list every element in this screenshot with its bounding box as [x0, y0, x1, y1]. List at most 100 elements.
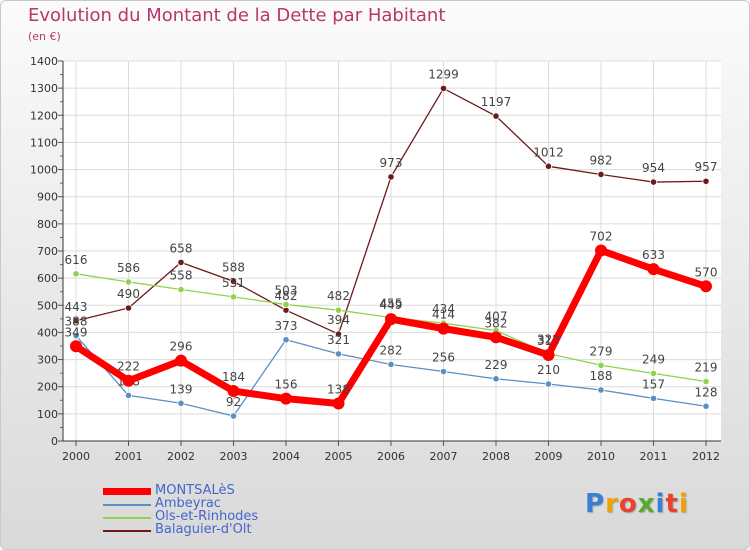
- data-label-montsal-s: 702: [590, 229, 613, 243]
- data-label-balaguier-d-olt: 954: [642, 161, 665, 175]
- data-label-ambeyrac: 229: [485, 358, 508, 372]
- data-point-ambeyrac: [334, 350, 343, 358]
- data-label-ambeyrac: 282: [380, 343, 403, 357]
- data-label-balaguier-d-olt: 1197: [481, 95, 512, 109]
- data-point-montsal-s: [70, 340, 82, 353]
- y-tick-label: 100: [37, 408, 58, 421]
- data-point-balaguier-d-olt: [649, 178, 658, 186]
- y-tick-label: 1200: [30, 109, 58, 122]
- data-point-montsal-s: [542, 348, 555, 361]
- data-label-ols-et-rinhodes: 279: [590, 344, 613, 358]
- x-tick-label: 2003: [220, 450, 248, 463]
- y-tick-label: 300: [37, 354, 58, 367]
- data-point-balaguier-d-olt: [597, 170, 605, 179]
- legend-label: MONTSALèS: [155, 483, 235, 498]
- data-point-montsal-s: [490, 331, 502, 344]
- y-tick-label: 700: [37, 245, 58, 258]
- data-point-balaguier-d-olt: [492, 112, 500, 120]
- data-label-montsal-s: 570: [695, 265, 718, 279]
- x-tick-label: 2010: [587, 450, 615, 463]
- legend-label: Ols-et-Rinhodes: [155, 509, 259, 524]
- data-label-balaguier-d-olt: 394: [327, 313, 350, 327]
- data-label-ols-et-rinhodes: 503: [275, 283, 298, 297]
- data-point-montsal-s: [437, 322, 450, 335]
- y-tick-label: 400: [37, 326, 58, 339]
- x-tick-label: 2001: [115, 450, 143, 463]
- data-label-ols-et-rinhodes: 482: [327, 289, 350, 303]
- data-label-ambeyrac: 157: [642, 377, 665, 391]
- data-point-ols-et-rinhodes: [597, 361, 605, 369]
- data-label-montsal-s: 382: [485, 316, 508, 330]
- x-tick-label: 2005: [325, 450, 353, 463]
- data-point-ambeyrac: [387, 360, 395, 369]
- logo-letter: r: [605, 489, 619, 519]
- data-label-montsal-s: 138: [327, 383, 350, 397]
- data-label-balaguier-d-olt: 482: [275, 289, 298, 303]
- legend-label: Ambeyrac: [155, 496, 221, 511]
- data-label-ambeyrac: 210: [537, 363, 560, 377]
- data-point-ambeyrac: [282, 336, 290, 344]
- data-label-balaguier-d-olt: 982: [590, 153, 613, 167]
- data-label-ambeyrac: 188: [590, 369, 613, 383]
- logo-letter: o: [618, 489, 638, 519]
- data-label-montsal-s: 414: [432, 308, 455, 322]
- data-point-balaguier-d-olt: [72, 317, 80, 325]
- data-label-ambeyrac: 139: [170, 382, 193, 396]
- data-label-ols-et-rinhodes: 586: [117, 261, 140, 275]
- data-point-balaguier-d-olt: [334, 330, 343, 338]
- data-label-ols-et-rinhodes: 219: [695, 361, 718, 375]
- data-point-ols-et-rinhodes: [649, 369, 658, 378]
- data-point-ambeyrac: [492, 375, 500, 383]
- x-tick-label: 2002: [167, 450, 195, 463]
- data-label-ols-et-rinhodes: 407: [485, 310, 508, 324]
- y-tick-label: 0: [51, 435, 58, 448]
- data-point-ols-et-rinhodes: [334, 306, 343, 314]
- y-tick-label: 1000: [30, 164, 58, 177]
- legend-swatch: [103, 530, 151, 532]
- legend-swatch: [103, 488, 151, 495]
- legend-label: Balaguier-d'Olt: [155, 522, 252, 537]
- data-label-ols-et-rinhodes: 455: [380, 297, 403, 311]
- data-label-balaguier-d-olt: 1299: [428, 67, 459, 81]
- data-point-balaguier-d-olt: [387, 173, 395, 181]
- data-point-montsal-s: [647, 263, 660, 276]
- data-point-balaguier-d-olt: [124, 304, 133, 312]
- x-tick-label: 2006: [377, 450, 405, 463]
- data-label-montsal-s: 156: [275, 378, 298, 392]
- data-label-ambeyrac: 373: [275, 319, 298, 333]
- data-label-montsal-s: 349: [65, 325, 88, 339]
- x-tick-label: 2004: [272, 450, 300, 463]
- data-point-ols-et-rinhodes: [702, 377, 710, 386]
- data-label-balaguier-d-olt: 443: [65, 300, 88, 314]
- data-point-ambeyrac: [702, 402, 710, 410]
- data-point-montsal-s: [700, 280, 712, 293]
- y-tick-label: 1100: [30, 136, 58, 149]
- y-tick-label: 1300: [30, 82, 58, 95]
- y-tick-label: 200: [37, 381, 58, 394]
- data-label-ols-et-rinhodes: 558: [170, 269, 193, 283]
- logo-letter: P: [585, 489, 606, 519]
- y-tick-label: 500: [37, 299, 58, 312]
- data-point-ols-et-rinhodes: [282, 300, 290, 309]
- x-tick-label: 2008: [482, 450, 510, 463]
- data-label-ambeyrac: 321: [327, 333, 350, 347]
- line-chart: 0 100 200 300 400 500 600 700 800 900 1000 1100 1200…: [30, 55, 721, 463]
- x-tick-label: 2000: [62, 450, 90, 463]
- y-tick-label: 600: [37, 272, 58, 285]
- data-point-balaguier-d-olt: [544, 162, 553, 170]
- data-label-ambeyrac: 388: [65, 315, 88, 329]
- data-point-ambeyrac: [177, 399, 185, 407]
- data-label-balaguier-d-olt: 957: [695, 160, 718, 174]
- data-point-montsal-s: [227, 385, 240, 398]
- data-point-ambeyrac: [439, 367, 448, 376]
- logo-letter: t: [665, 489, 679, 519]
- logo-letter: i: [655, 489, 666, 519]
- data-label-montsal-s: 184: [222, 370, 245, 384]
- data-point-ambeyrac: [124, 391, 133, 399]
- data-point-balaguier-d-olt: [439, 84, 448, 93]
- data-label-balaguier-d-olt: 490: [117, 287, 140, 301]
- x-tick-label: 2007: [430, 450, 458, 463]
- data-point-balaguier-d-olt: [177, 258, 185, 266]
- data-point-montsal-s: [280, 392, 292, 405]
- data-point-montsal-s: [595, 244, 607, 257]
